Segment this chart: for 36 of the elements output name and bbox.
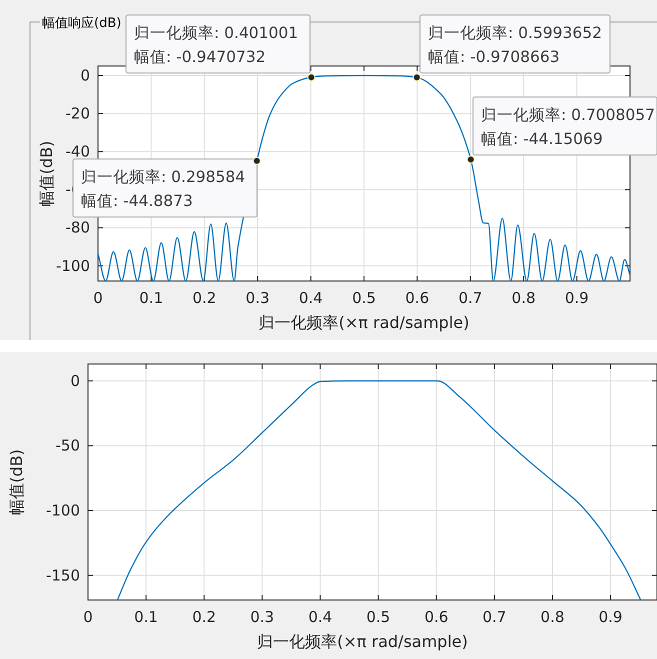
annotation: 归一化频率: 0.401001 幅值: -0.9470732 [134,24,298,66]
x-tick-label: 0.8 [540,608,564,626]
y-tick-label: -20 [66,104,90,123]
chart-title: 幅值响应(dB) [42,15,122,31]
annotation: 归一化频率: 0.5993652 幅值: -0.9708663 [428,24,602,66]
y-tick-label: -150 [46,566,80,584]
x-tick-label: 0.2 [192,289,216,307]
y-tick-label: -100 [46,502,80,520]
x-tick-label: 0.9 [598,608,622,626]
y-tick-label: -100 [56,256,90,275]
x-tick-label: 0.3 [250,608,274,626]
x-tick-label: 0 [93,289,103,307]
x-axis-title: 归一化频率(×π rad/sample) [258,313,470,332]
x-tick-label: 0.5 [352,289,376,307]
x-tick-label: 0.7 [482,608,506,626]
x-tick-label: 0.9 [564,289,589,307]
annotation: 归一化频率: 0.7008057 幅值: -44.15069 [481,106,655,148]
x-tick-label: 0.1 [139,289,164,307]
x-tick-label: 0.6 [405,289,430,307]
y-tick-label: 0 [70,372,80,390]
x-tick-label: 0.2 [192,608,216,626]
y-tick-label: -80 [66,218,90,237]
y-tick-label: 0 [80,66,90,85]
x-tick-label: 0.1 [134,608,158,626]
x-tick-label: 0.4 [308,608,332,626]
x-tick-label: 0.7 [458,289,482,307]
y-axis-title: 幅值(dB) [7,449,26,515]
x-tick-label: 0.5 [366,608,390,626]
annotation: 归一化频率: 0.298584 幅值: -44.8873 [81,168,246,210]
y-axis-title: 幅值(dB) [37,140,56,206]
x-tick-label: 0.3 [246,289,270,307]
x-tick-label: 0.6 [424,608,448,626]
x-tick-label: 0.8 [512,289,536,307]
y-tick-label: -50 [56,436,80,455]
x-axis-title: 归一化频率(×π rad/sample) [257,632,468,651]
x-tick-label: 0.4 [298,289,323,307]
